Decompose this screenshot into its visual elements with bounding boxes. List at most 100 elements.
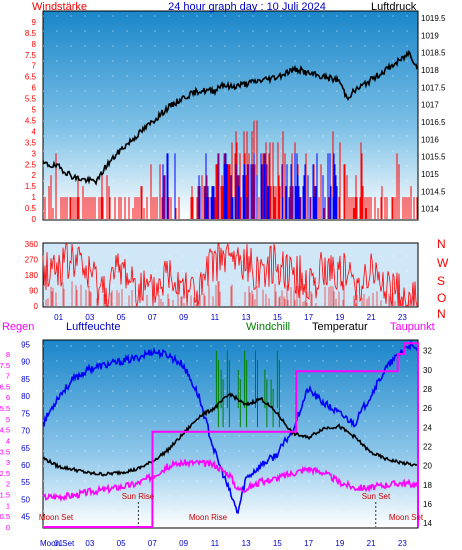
compass-label: O: [437, 291, 446, 305]
bottom-hour-label: 07: [148, 539, 157, 548]
regen-tick-label: 4: [6, 436, 10, 445]
bottom-hour-label: 11: [211, 539, 220, 548]
moon-set-annotation: Moon Set: [39, 513, 74, 522]
temperature-tick-label: 20: [423, 462, 432, 471]
wind-tick-label: 3.5: [25, 138, 37, 147]
moon-set-end-annotation: Moon Set: [389, 513, 424, 522]
temperature-series-line: [42, 392, 418, 477]
humidity-axis-title: Luftfeuchte: [66, 321, 120, 333]
humidity-tick-label: 55: [21, 478, 30, 487]
humidity-tick-label: 75: [21, 409, 30, 418]
bottom-hour-label: 23: [398, 539, 407, 548]
regen-tick-label: 2: [6, 480, 10, 489]
wind-tick-label: 8: [32, 40, 37, 49]
wind-tick-label: 2: [32, 171, 37, 180]
regen-tick-label: 3: [6, 458, 10, 467]
temperature-tick-label: 24: [423, 423, 432, 432]
wind-tick-label: 1.5: [25, 182, 37, 191]
wind-tick-label: 8.5: [25, 29, 37, 38]
regen-series-line: [43, 342, 419, 528]
sun-rise-annotation: Sun Rise: [122, 492, 155, 501]
humidity-tick-label: 80: [21, 392, 30, 401]
temperature-tick-label: 14: [423, 519, 432, 528]
mid-hour-label: 09: [179, 313, 188, 322]
pressure-tick-label: 1018.5: [421, 49, 446, 58]
mid-hour-label: 03: [85, 313, 94, 322]
humidity-tick-label: 45: [21, 513, 30, 522]
temperature-tick-label: 18: [423, 481, 432, 490]
humidity-tick-label: 95: [21, 340, 30, 349]
mid-hour-label: 01: [54, 313, 63, 322]
wind-tick-label: 1: [32, 193, 37, 202]
pressure-tick-label: 1015.5: [421, 153, 446, 162]
bottom-hour-label: 19: [335, 539, 344, 548]
wind-tick-label: 7: [32, 62, 37, 71]
wind-tick-label: 0.5: [25, 204, 37, 213]
dewpoint-series-line: [42, 458, 418, 502]
regen-tick-label: 6.5: [0, 382, 10, 391]
bottom-hour-label: 17: [304, 539, 313, 548]
wind-tick-label: 6.5: [25, 73, 37, 82]
wind-axis-title: Windstärke: [32, 1, 87, 13]
temperature-axis-title: Temperatur: [312, 321, 368, 333]
wind-tick-label: 3: [32, 149, 37, 158]
pressure-axis-title: Luftdruck: [371, 1, 417, 13]
regen-tick-label: 0.5: [0, 512, 10, 521]
wind-tick-label: 5: [32, 106, 37, 115]
compass-label: N: [437, 307, 446, 321]
bottom-hour-label: 01: [54, 539, 63, 548]
sun-set-annotation: Sun Set: [362, 492, 391, 501]
humidity-tick-label: 90: [21, 358, 30, 367]
wind-tick-label: 9: [32, 18, 37, 27]
wind-tick-label: 7.5: [25, 51, 37, 60]
pressure-tick-label: 1019: [421, 31, 439, 40]
regen-tick-label: 8: [6, 350, 10, 359]
wind-gust-bars: [162, 153, 338, 219]
bottom-hour-label: 13: [242, 539, 251, 548]
temperature-tick-label: 26: [423, 404, 432, 413]
dewpoint-axis-title: Taupunkt: [390, 321, 435, 333]
chart-title: 24 hour graph day : 10 Juli 2024: [168, 1, 326, 13]
wind-direction-bars: [45, 281, 414, 306]
wind-tick-label: 0: [32, 215, 37, 224]
humidity-tick-label: 70: [21, 427, 30, 436]
regen-tick-label: 7.5: [0, 361, 10, 370]
mid-hour-label: 11: [211, 313, 220, 322]
direction-tick-label: 360: [25, 240, 39, 249]
mid-hour-label: 07: [148, 313, 157, 322]
mid-hour-label: 17: [304, 313, 313, 322]
humidity-tick-label: 65: [21, 444, 30, 453]
regen-tick-label: 4.5: [0, 426, 10, 435]
compass-label: S: [437, 274, 445, 288]
wind-tick-label: 5.5: [25, 95, 37, 104]
temperature-tick-label: 16: [423, 500, 432, 509]
regen-tick-label: 1.5: [0, 491, 10, 500]
compass-label: N: [437, 237, 446, 251]
bottom-hour-label: 05: [117, 539, 126, 548]
temperature-tick-label: 28: [423, 385, 432, 394]
temperature-tick-label: 32: [423, 347, 432, 356]
mid-hour-label: 23: [398, 313, 407, 322]
moon-set-start-label: Moon Set: [40, 539, 75, 548]
moon-rise-annotation: Moon Rise: [189, 513, 228, 522]
mid-hour-label: 19: [335, 313, 344, 322]
pressure-tick-label: 1017.5: [421, 83, 446, 92]
mid-hour-label: 15: [273, 313, 282, 322]
pressure-tick-label: 1019.5: [421, 14, 446, 23]
direction-tick-label: 0: [34, 302, 39, 311]
regen-tick-label: 6: [6, 393, 10, 402]
regen-tick-label: 7: [6, 372, 10, 381]
humidity-tick-label: 85: [21, 375, 30, 384]
pressure-tick-label: 1017: [421, 101, 439, 110]
humidity-tick-label: 60: [21, 461, 30, 470]
wind-tick-label: 2.5: [25, 160, 37, 169]
regen-tick-label: 5.5: [0, 404, 10, 413]
regen-tick-label: 0: [6, 523, 10, 532]
wind-tick-label: 4.5: [25, 116, 37, 125]
windchill-axis-title: Windchill: [246, 321, 290, 333]
direction-tick-label: 180: [25, 271, 39, 280]
pressure-tick-label: 1014.5: [421, 187, 446, 196]
mid-hour-label: 21: [367, 313, 376, 322]
regen-tick-label: 3.5: [0, 447, 10, 456]
